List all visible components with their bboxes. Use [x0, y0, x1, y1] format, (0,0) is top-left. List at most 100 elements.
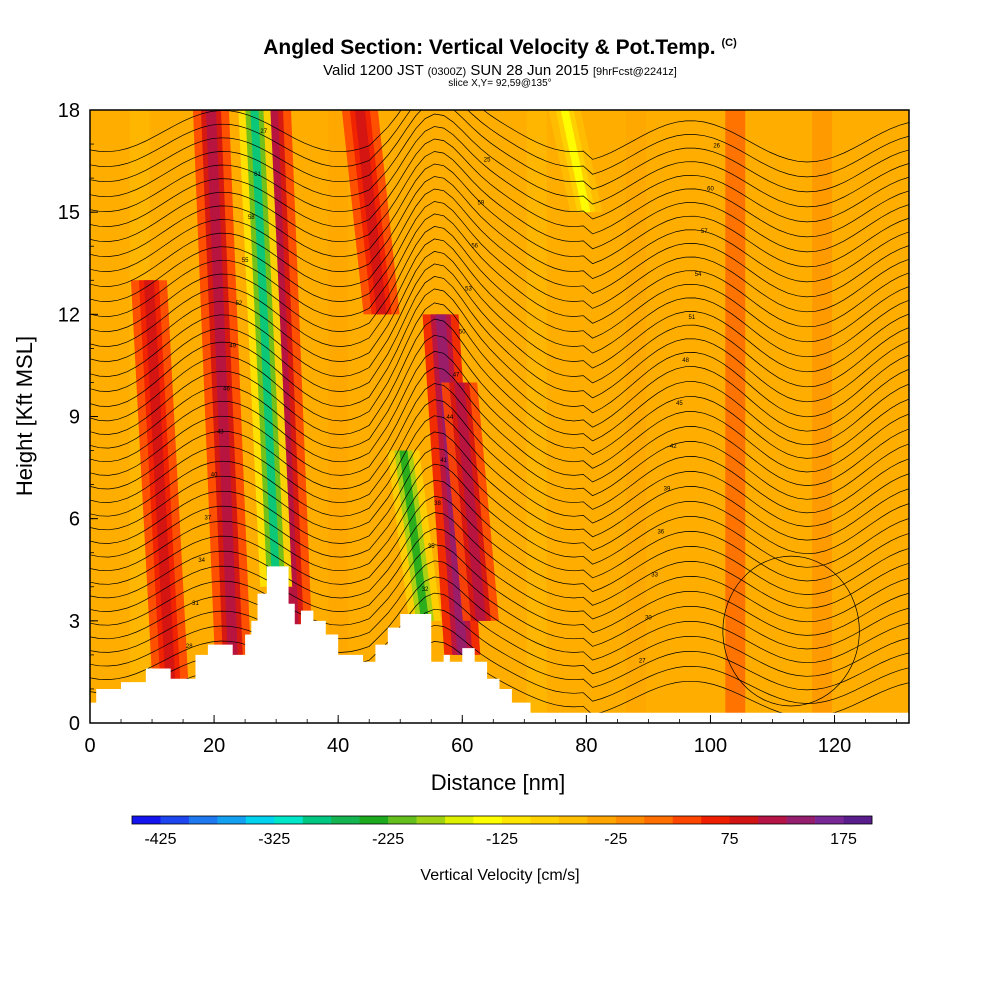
theta-contour-label: 48: [682, 358, 689, 364]
y-axis-title: Height [Kft MSL]: [12, 336, 37, 496]
colorbar-swatch: [445, 816, 474, 824]
background-band: [626, 110, 646, 723]
theta-contour-line: [90, 138, 909, 238]
theta-contour-label: 52: [236, 301, 243, 307]
theta-contour-line: [90, 213, 909, 328]
colorbar-labels: -425 -325 -225 -125 -25 75 175: [144, 831, 857, 848]
theta-contour-label: 27: [639, 658, 646, 664]
colorbar-swatch: [217, 816, 247, 824]
theta-contour-label: 28: [186, 644, 193, 650]
theta-contour-label: 49: [229, 344, 236, 350]
theta-contour-line: [90, 276, 909, 403]
colorbar-swatch: [274, 816, 304, 824]
colorbar-swatch: [359, 816, 389, 824]
colorbar-swatch: [331, 816, 360, 824]
theta-contour-line: [90, 113, 909, 208]
chart-title-units: (C): [721, 37, 737, 49]
downdraft-band: [399, 450, 430, 621]
y-tick-label: 18: [58, 100, 80, 122]
colorbar-swatch: [502, 816, 531, 824]
theta-contour-label: 55: [242, 258, 249, 264]
theta-contour-line: [90, 188, 909, 298]
theta-contour-label: 51: [688, 315, 695, 321]
y-tick-label: 15: [58, 202, 80, 224]
x-tick-label: 0: [84, 735, 95, 757]
theta-contour-line: [90, 288, 909, 418]
downdraft-band: [560, 110, 591, 213]
terrain: [90, 566, 909, 723]
theta-contour-line: [90, 367, 909, 486]
theta-contour-line: [90, 334, 909, 459]
theta-contour-label: 39: [664, 487, 671, 493]
theta-contour-label: 34: [198, 558, 205, 564]
theta-contour-line: [90, 512, 909, 609]
colorbar-swatch: [132, 816, 161, 824]
colorbar-tick-label: -125: [486, 831, 518, 848]
theta-contour-label: 42: [670, 444, 677, 450]
theta-contour-line: [90, 576, 909, 664]
theta-contour-label: 60: [707, 186, 714, 192]
plot-area: 2526272829303132333435363738394041424344…: [90, 110, 909, 723]
theta-contour-line: [90, 163, 909, 268]
colorbar-swatch: [188, 816, 218, 824]
forecast-info: [9hrFcst@2241z]: [592, 66, 677, 78]
theta-contour-line: [90, 251, 909, 373]
theta-contour-label: 47: [453, 372, 460, 378]
theta-contour-line: [90, 431, 909, 541]
theta-contour-line: [90, 447, 909, 555]
updraft-band: [354, 110, 387, 315]
y-tick-label: 12: [58, 304, 80, 326]
theta-contour-label: 36: [657, 530, 664, 536]
theta-contour-label: 32: [422, 587, 429, 593]
theta-contour-label: 46: [223, 387, 230, 393]
x-tick-label: 20: [203, 735, 225, 757]
colorbar-swatch: [615, 816, 645, 824]
theta-contour-label: 30: [645, 615, 652, 621]
theta-contour-label: 33: [651, 573, 658, 579]
colorbar-swatch: [530, 816, 560, 824]
colorbar-swatch: [843, 816, 873, 824]
colorbar-swatch: [786, 816, 816, 824]
theta-contour-line: [90, 151, 909, 253]
theta-contour-label: 38: [434, 501, 441, 507]
theta-contour-line: [90, 238, 909, 358]
updraft-band: [205, 110, 238, 655]
theta-contour-line: [90, 350, 909, 473]
velocity-streaks: [129, 110, 833, 723]
theta-contour-line: [90, 201, 909, 313]
theta-contour-line: [90, 226, 909, 343]
colorbar-swatch: [388, 816, 417, 824]
colorbar-swatch: [672, 816, 702, 824]
colorbar-tick-label: 175: [830, 831, 857, 848]
theta-contour-line: [90, 528, 909, 623]
theta-contour-label: 44: [447, 415, 454, 421]
theta-contour-line: [90, 415, 909, 527]
x-axis: 0 20 40 60 80 100 120: [84, 715, 897, 757]
colorbar-swatch: [416, 816, 446, 824]
colorbar-swatch: [587, 816, 617, 824]
theta-contour-label: 45: [676, 401, 683, 407]
x-tick-label: 60: [451, 735, 473, 757]
x-axis-title: Distance [nm]: [431, 770, 566, 795]
background-band: [526, 110, 547, 723]
theta-contour-line: [90, 302, 909, 432]
y-tick-label: 3: [69, 611, 80, 633]
x-tick-label: 100: [694, 735, 727, 757]
theta-contour-line: [90, 463, 909, 568]
colorbar-swatch: [558, 816, 588, 824]
chart-title-text: Angled Section: Vertical Velocity & Pot.…: [263, 36, 716, 59]
theta-contour-line: [90, 110, 909, 193]
theta-contour-label: 53: [465, 286, 472, 292]
background-band: [812, 110, 833, 723]
colorbar-swatch: [245, 816, 275, 824]
theta-contour-line: [90, 126, 909, 223]
theta-contour-label: 58: [248, 215, 255, 221]
theta-contour-label: 56: [471, 244, 478, 250]
slice-info: slice X,Y= 92,59@135°: [448, 78, 552, 89]
theta-contour-line: [90, 110, 909, 178]
y-tick-label: 6: [69, 509, 80, 531]
colorbar-swatch: [701, 816, 730, 824]
theta-contour-label: 25: [484, 158, 491, 164]
theta-contour-label: 26: [713, 143, 720, 149]
